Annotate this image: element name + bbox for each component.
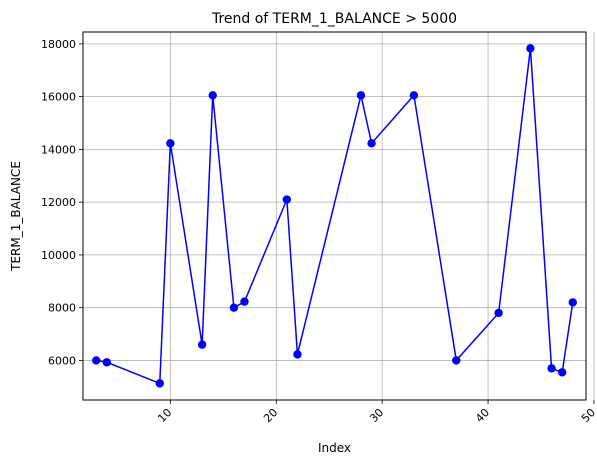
plot-area-frame [82,31,587,401]
data-point [92,356,101,365]
y-tick-label: 12000 [41,196,76,209]
x-axis-label: Index [318,441,351,455]
x-tick-label: 20 [261,406,280,425]
data-point [102,358,112,367]
data-point [494,308,503,318]
data-point [208,91,217,100]
x-tick-label: 40 [473,406,492,425]
y-tick-label: 10000 [41,249,76,262]
data-point [197,340,207,349]
grid-lines [83,32,595,400]
data-point [409,91,419,100]
y-tick-label: 18000 [41,38,76,51]
y-tick-label: 14000 [41,143,76,156]
data-point [166,139,175,148]
data-point [240,297,249,306]
data-point [293,350,302,359]
series-line [96,48,574,385]
y-tick-label: 8000 [48,302,76,315]
data-point [452,356,461,365]
data-point [568,298,577,307]
data-point [526,44,535,53]
x-tick-label: 50 [579,406,597,425]
data-point [367,139,376,148]
y-tick-label: 16000 [41,91,76,104]
y-tick-label: 6000 [48,354,76,367]
data-point [547,364,556,373]
y-axis-ticks: 6000 8000 10000 12000 14000 16000 18000 [41,38,83,367]
data-point [356,91,366,100]
data-series [92,44,577,388]
y-axis-label: TERM_1_BALANCE [9,161,23,272]
chart-title: Trend of TERM_1_BALANCE > 5000 [211,11,457,27]
data-point [155,379,164,388]
x-axis-ticks: 10 20 30 40 50 [155,400,597,425]
x-tick-label: 10 [155,406,174,425]
data-point [282,195,292,204]
data-point [229,303,239,312]
x-tick-label: 30 [367,406,386,425]
data-point [557,368,567,377]
